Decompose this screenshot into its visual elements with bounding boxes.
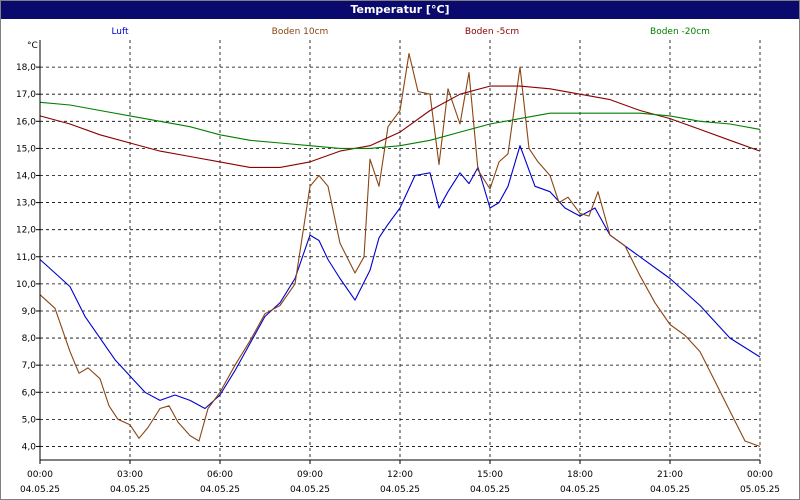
y-tick-labels: 4,0 5,0 6,0 7,0 8,0 9,0 10,0 11,0 12,0 13,0 14,0 15…	[16, 63, 36, 452]
y-tick-label: 13,0	[16, 199, 36, 209]
y-tick-label: 5,0	[22, 415, 37, 425]
y-tick-label: 4,0	[22, 442, 37, 452]
series-line-4	[39, 101, 761, 149]
legend-entry-1: Luft	[111, 27, 129, 37]
series-line-2	[39, 52, 761, 448]
x-tick-time-label: 00:00	[27, 470, 53, 480]
x-tick-time-label: 18:00	[567, 470, 593, 480]
x-tick-time-label: 12:00	[387, 470, 413, 480]
y-tick-label: 11,0	[16, 253, 36, 263]
y-tick-label: 9,0	[22, 307, 37, 317]
x-tick-time-label: 21:00	[657, 470, 683, 480]
x-tick-time-label: 15:00	[477, 470, 503, 480]
y-tick-label: 14,0	[16, 171, 36, 181]
series-lines	[39, 52, 761, 448]
grid	[40, 40, 761, 460]
chart-title: Temperatur [°C]	[1, 1, 799, 19]
legend-entry-4: Boden -20cm	[650, 27, 710, 37]
y-tick-label: 18,0	[16, 63, 36, 73]
x-tick-date-label: 04.05.25	[20, 485, 60, 495]
x-tick-date-label: 04.05.25	[380, 485, 420, 495]
y-tick-label: 8,0	[22, 334, 37, 344]
y-axis-label: °C	[27, 41, 38, 51]
series-line-3	[39, 85, 761, 168]
axes	[36, 40, 761, 464]
y-tick-label: 6,0	[22, 388, 37, 398]
x-tick-date-label: 05.05.25	[740, 485, 780, 495]
y-tick-label: 7,0	[22, 361, 37, 371]
legend-entry-2: Boden 10cm	[272, 27, 329, 37]
x-tick-time-label: 06:00	[207, 470, 233, 480]
legend-entry-3: Boden -5cm	[465, 27, 519, 37]
x-tick-date-label: 04.05.25	[290, 485, 330, 495]
x-tick-time-label: 09:00	[297, 470, 323, 480]
y-tick-label: 17,0	[16, 90, 36, 100]
x-tick-date-label: 04.05.25	[200, 485, 240, 495]
x-tick-date-label: 04.05.25	[560, 485, 600, 495]
y-tick-label: 12,0	[16, 226, 36, 236]
y-tick-label: 15,0	[16, 144, 36, 154]
x-tick-date-label: 04.05.25	[110, 485, 150, 495]
x-tick-time-label: 03:00	[117, 470, 143, 480]
y-tick-label: 16,0	[16, 117, 36, 127]
x-tick-date-label: 04.05.25	[470, 485, 510, 495]
x-tick-labels: 00:00 04.05.25 03:00 04.05.25 06:00 04.05.25 0…	[20, 470, 780, 495]
y-tick-label: 10,0	[16, 280, 36, 290]
legend: Luft Boden 10cm Boden -5cm Boden -20cm	[111, 27, 710, 37]
x-tick-time-label: 00:00	[747, 470, 773, 480]
x-tick-date-label: 04.05.25	[650, 485, 690, 495]
series-line-1	[39, 145, 761, 410]
